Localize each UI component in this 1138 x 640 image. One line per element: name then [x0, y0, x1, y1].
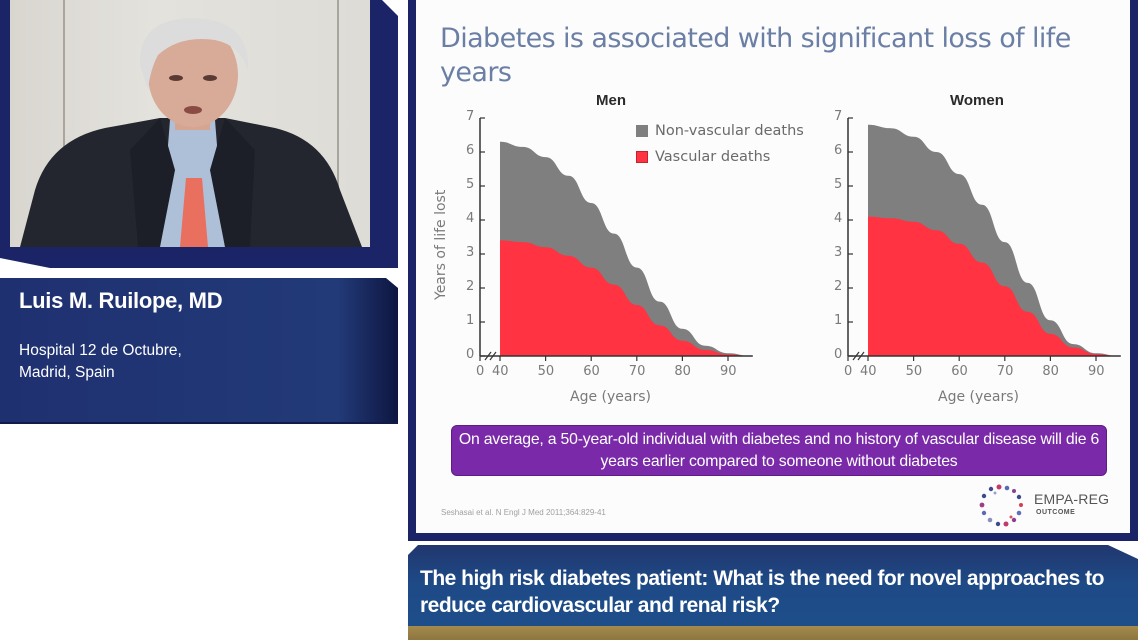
vascular-area [868, 216, 1119, 356]
x-tick-label: 70 [628, 364, 646, 379]
x-axis-label-women: Age (years) [938, 389, 1019, 405]
key-finding-callout: On average, a 50-year-old individual wit… [451, 425, 1107, 476]
x-tick-label: 90 [720, 364, 737, 379]
speaker-video [10, 0, 370, 247]
legend-item-vascular: Vascular deaths [636, 144, 804, 170]
y-tick-label: 7 [834, 109, 843, 124]
legend-swatch-vascular [636, 151, 648, 163]
affiliation-line1: Hospital 12 de Octubre, [19, 342, 182, 359]
speaker-name: Luis M. Ruilope, MD [19, 288, 223, 313]
wall-line [63, 0, 65, 247]
y-tick-label: 5 [834, 177, 843, 192]
affiliation-line2: Madrid, Spain [19, 364, 115, 381]
x-tick-label: 90 [1088, 364, 1105, 379]
citation: Seshasai et al. N Engl J Med 2011;364:82… [441, 508, 606, 517]
legend-label: Vascular deaths [655, 149, 771, 165]
x-tick-label: 60 [951, 364, 968, 379]
y-tick-label: 1 [834, 313, 843, 328]
banner-gold-strip [408, 626, 1138, 640]
slide-title: Diabetes is associated with significant … [440, 23, 1071, 88]
chart-legend: Non-vascular deaths Vascular deaths [636, 118, 804, 170]
y-tick-label: 4 [466, 211, 475, 226]
session-banner [408, 545, 1138, 640]
y-tick-label: 3 [466, 245, 475, 260]
y-tick-label: 2 [834, 279, 843, 294]
y-tick-label: 3 [834, 245, 843, 260]
y-axis-label-men: Years of life lost [433, 189, 449, 300]
legend-item-non-vascular: Non-vascular deaths [636, 118, 804, 144]
wall-line [337, 0, 339, 247]
x-tick-label: 50 [905, 364, 923, 379]
x-tick-label: 70 [996, 364, 1014, 379]
speaker-card [0, 278, 398, 424]
y-tick-label: 2 [466, 279, 475, 294]
vascular-area [500, 240, 751, 356]
speaker-affiliation: Hospital 12 de Octubre, Madrid, Spain [19, 340, 182, 384]
x-tick-label: 0 [476, 364, 485, 379]
x-tick-label: 0 [844, 364, 853, 379]
logo-name: EMPA-REG [1034, 491, 1110, 507]
chart-title-women: Women [950, 92, 1004, 109]
y-tick-label: 6 [466, 143, 475, 158]
logo-subtitle: OUTCOME [1036, 509, 1076, 516]
x-tick-label: 40 [860, 364, 877, 379]
y-tick-label: 6 [834, 143, 843, 158]
speaker-silhouette-icon [20, 18, 362, 247]
x-axis-label-men: Age (years) [570, 389, 651, 405]
x-tick-label: 80 [674, 364, 691, 379]
chart-title-men: Men [596, 92, 626, 109]
x-tick-label: 80 [1042, 364, 1059, 379]
y-tick-label: 7 [466, 109, 475, 124]
y-tick-label: 4 [834, 211, 843, 226]
x-tick-label: 50 [537, 364, 555, 379]
x-tick-label: 60 [583, 364, 600, 379]
y-tick-label: 0 [834, 347, 843, 362]
legend-label: Non-vascular deaths [655, 123, 804, 139]
session-title: The high risk diabetes patient: What is … [420, 567, 1104, 617]
x-tick-label: 40 [492, 364, 509, 379]
legend-swatch-non-vascular [636, 125, 648, 137]
dotted-ring-logo-icon [979, 484, 1023, 527]
y-tick-label: 1 [466, 313, 475, 328]
y-tick-label: 5 [466, 177, 475, 192]
y-tick-label: 0 [466, 347, 475, 362]
